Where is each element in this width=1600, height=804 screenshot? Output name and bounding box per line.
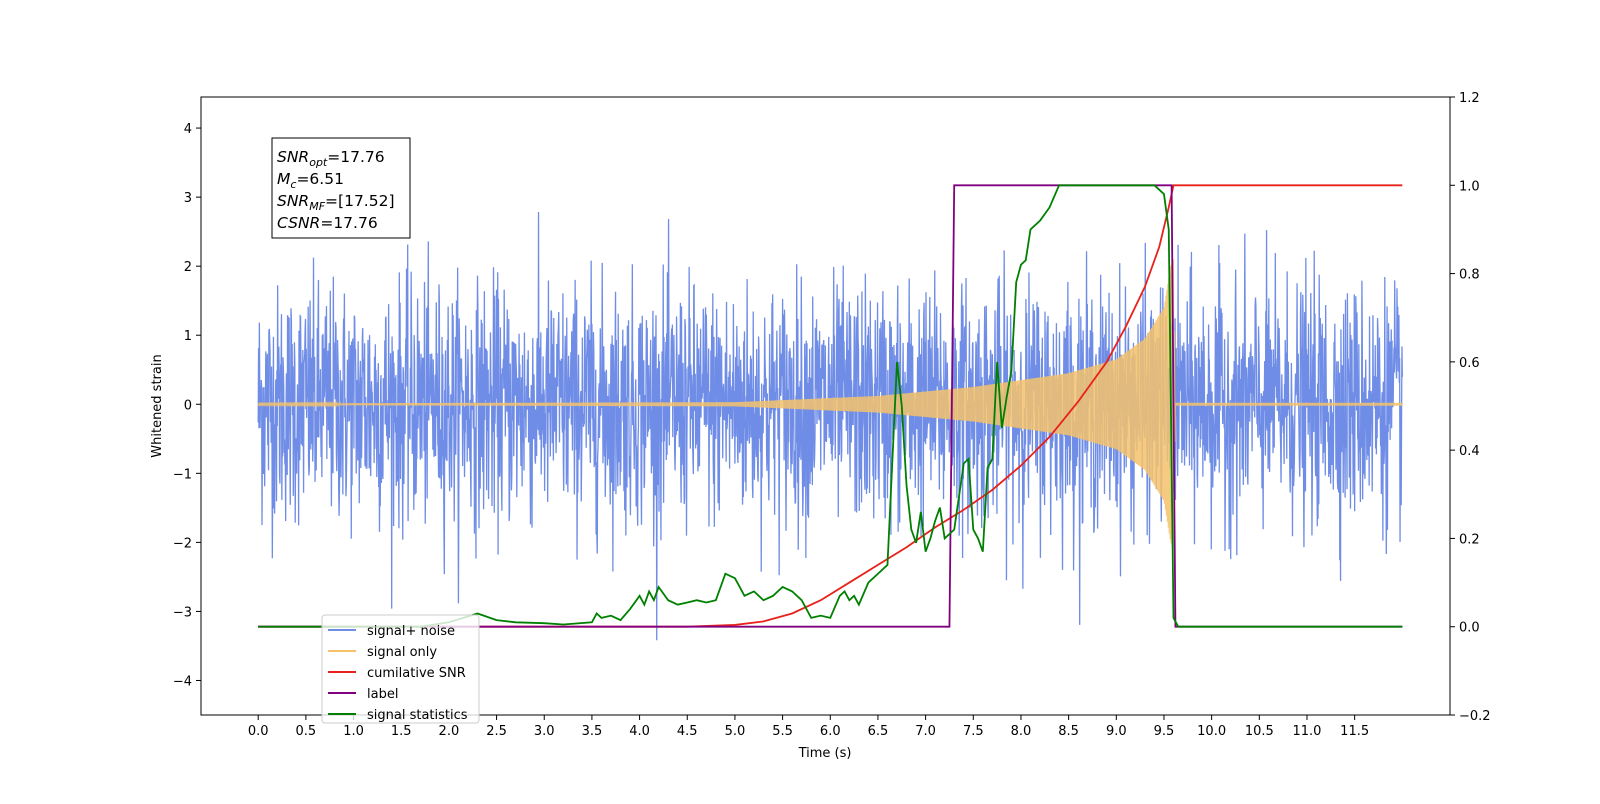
- legend-label: signal+ noise: [367, 624, 455, 639]
- x-tick-label: 10.5: [1245, 724, 1274, 739]
- plot-area: [257, 184, 1403, 641]
- x-tick-label: 6.0: [820, 724, 841, 739]
- x-tick-label: 11.5: [1340, 724, 1369, 739]
- y2-tick-label: 0.4: [1459, 444, 1480, 459]
- x-tick-label: 9.0: [1106, 724, 1127, 739]
- series-line-signal-statistics: [258, 184, 1403, 628]
- x-tick-label: 9.5: [1154, 724, 1175, 739]
- x-tick-label: 2.0: [439, 724, 460, 739]
- x-tick-label: 4.0: [629, 724, 650, 739]
- x-tick-label: 3.5: [582, 724, 603, 739]
- x-tick-label: 1.0: [343, 724, 364, 739]
- snr-annotation-box: SNRopt=17.76Mc=6.51SNRMF=[17.52]CSNR=17.…: [271, 137, 411, 239]
- y2-tick-label: 0.6: [1459, 356, 1480, 371]
- x-tick-label: 3.0: [534, 724, 555, 739]
- x-tick-label: 1.5: [391, 724, 412, 739]
- y2-tick-label: 0.2: [1459, 532, 1480, 547]
- annotation-line: SNRopt=17.76: [277, 148, 385, 169]
- plot-frame: [200, 96, 1451, 716]
- x-tick-label: 5.0: [725, 724, 746, 739]
- y-axis-label: Whitened strain: [150, 354, 165, 457]
- y2-tick-label: −0.2: [1459, 709, 1491, 724]
- x-axis-label: Time (s): [798, 746, 852, 761]
- y-tick-label: −4: [173, 674, 192, 689]
- x-tick-label: 7.0: [915, 724, 936, 739]
- y-tick-label: 2: [184, 260, 192, 275]
- legend-label: signal only: [367, 645, 437, 660]
- y2-tick-label: 1.0: [1459, 179, 1480, 194]
- legend-label: cumilative SNR: [367, 666, 466, 681]
- series-layer: [257, 184, 1403, 641]
- annotation-frame: [271, 137, 411, 239]
- x-tick-label: 11.0: [1293, 724, 1322, 739]
- x-tick-label: 8.5: [1058, 724, 1079, 739]
- y-tick-label: 3: [184, 191, 192, 206]
- annotation-line: Mc=6.51: [277, 170, 344, 191]
- y2-tick-label: 0.0: [1459, 621, 1480, 636]
- annotation-line: SNRMF=[17.52]: [277, 192, 395, 213]
- y-tick-label: 4: [184, 122, 192, 137]
- y2-tick-label: 1.2: [1459, 91, 1480, 106]
- legend-label: signal statistics: [367, 708, 468, 723]
- y-tick-label: −3: [173, 605, 192, 620]
- series-line-signal-only: [257, 259, 1403, 549]
- x-tick-label: 8.0: [1011, 724, 1032, 739]
- y2-tick-label: 0.8: [1459, 268, 1480, 283]
- y-axis-right: 1.2 1.0 0.8 0.6 0.4 0.2 0.0 −0.2: [1450, 91, 1491, 724]
- legend-label: label: [367, 687, 398, 702]
- y-tick-label: −2: [173, 536, 192, 551]
- annotation-line: CSNR=17.76: [277, 214, 378, 232]
- y-tick-label: 1: [184, 329, 192, 344]
- series-line-cumilative-snr: [258, 184, 1403, 628]
- y-tick-label: 0: [184, 398, 192, 413]
- x-tick-label: 6.5: [868, 724, 889, 739]
- y-tick-label: −1: [173, 467, 192, 482]
- x-tick-label: 4.5: [677, 724, 698, 739]
- x-tick-label: 7.5: [963, 724, 984, 739]
- x-tick-label: 10.0: [1197, 724, 1226, 739]
- x-tick-label: 2.5: [486, 724, 507, 739]
- x-tick-label: 5.5: [772, 724, 793, 739]
- x-tick-label: 0.0: [248, 724, 269, 739]
- y-axis-left: 4 3 2 1 0 −1 −2 −3 −4: [173, 122, 201, 689]
- legend-frame: [321, 614, 480, 724]
- x-tick-label: 0.5: [296, 724, 317, 739]
- x-axis: 0.0 0.5 1.0 1.5 2.0 2.5 3.0 3.5 4.0 4.5 5.0 5.5 6.0 6…: [248, 715, 1369, 739]
- legend: signal+ noise signal only cumilative SNR la…: [321, 614, 480, 724]
